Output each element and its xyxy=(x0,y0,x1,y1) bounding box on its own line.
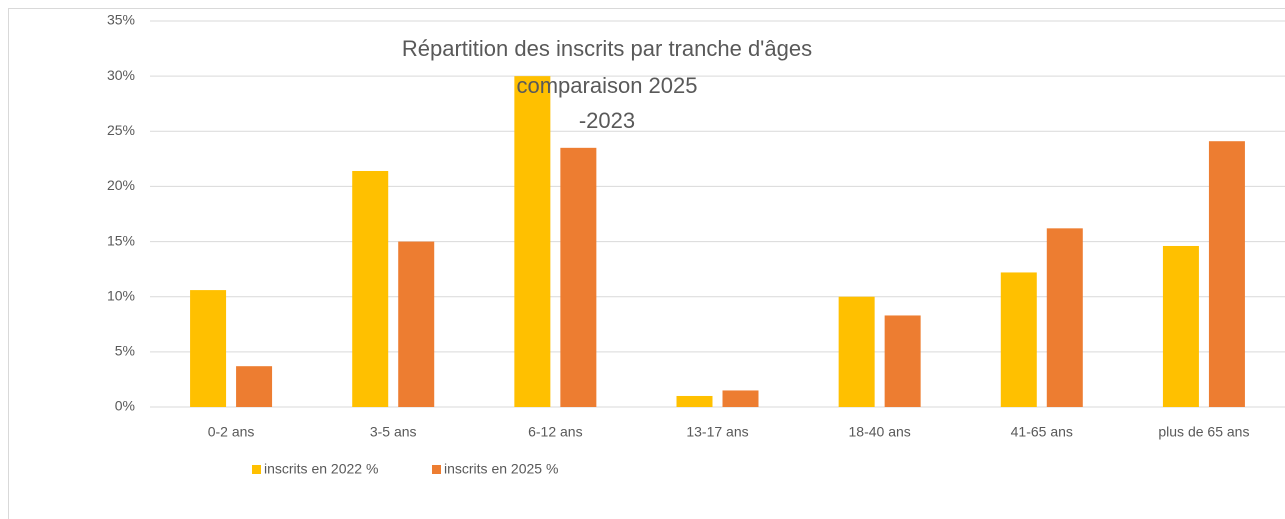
chart-border xyxy=(8,8,1285,519)
x-tick-label: plus de 65 ans xyxy=(1158,424,1249,440)
y-tick-label: 0% xyxy=(115,398,135,414)
x-tick-label: 3-5 ans xyxy=(370,424,417,440)
legend-swatch xyxy=(432,465,441,474)
bar xyxy=(514,76,551,408)
chart-title: comparaison 2025 xyxy=(516,73,697,98)
bar xyxy=(190,290,227,407)
bar xyxy=(352,170,389,407)
chart-title: -2023 xyxy=(579,108,635,133)
x-tick-label: 13-17 ans xyxy=(686,424,748,440)
bar xyxy=(1046,228,1083,407)
y-tick-label: 5% xyxy=(115,343,135,359)
bar xyxy=(236,366,273,407)
bar xyxy=(1208,141,1245,407)
x-tick-label: 18-40 ans xyxy=(849,424,911,440)
x-tick-label: 0-2 ans xyxy=(208,424,255,440)
x-tick-label: 41-65 ans xyxy=(1011,424,1073,440)
bar xyxy=(722,390,759,407)
legend-swatch xyxy=(252,465,261,474)
legend-label: inscrits en 2025 % xyxy=(444,461,558,477)
y-tick-label: 20% xyxy=(107,177,135,193)
bar xyxy=(676,395,713,407)
y-tick-label: 25% xyxy=(107,122,135,138)
bar xyxy=(560,147,597,408)
y-tick-label: 15% xyxy=(107,232,135,248)
legend-label: inscrits en 2022 % xyxy=(264,461,378,477)
y-tick-label: 10% xyxy=(107,287,135,303)
bar xyxy=(838,296,875,407)
bar xyxy=(884,315,921,407)
bar xyxy=(1000,272,1037,407)
chart-title: Répartition des inscrits par tranche d'â… xyxy=(402,36,812,61)
x-tick-label: 6-12 ans xyxy=(528,424,582,440)
y-tick-label: 30% xyxy=(107,67,135,83)
y-tick-label: 35% xyxy=(107,12,135,28)
bar xyxy=(1162,245,1199,407)
bar xyxy=(398,241,435,407)
